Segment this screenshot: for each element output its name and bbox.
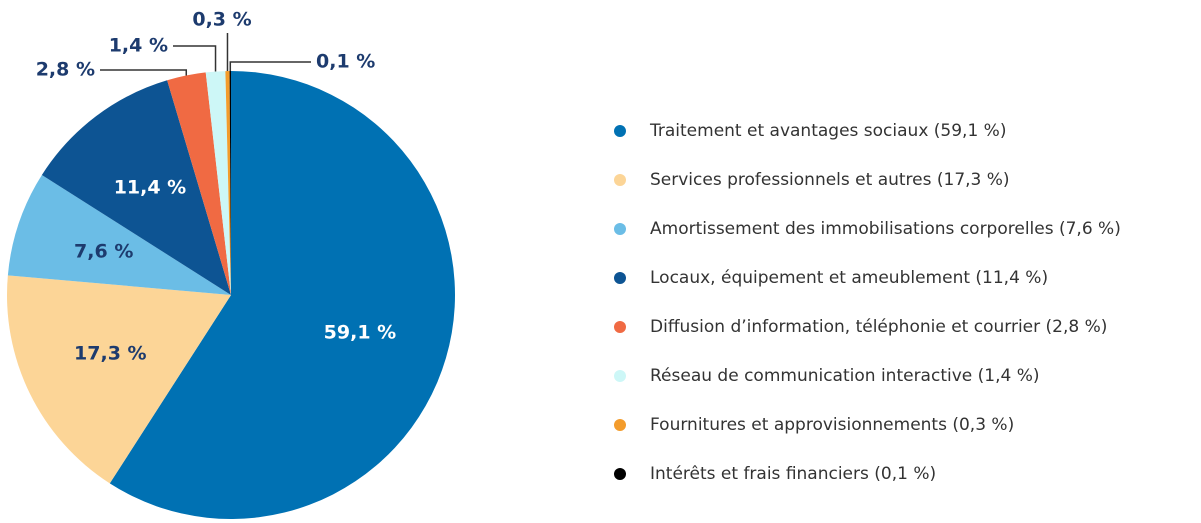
value-label: 1,4 % bbox=[109, 35, 168, 57]
pie-slice bbox=[41, 80, 231, 295]
legend-label: Locaux, équipement et ameublement (11,4 … bbox=[650, 268, 1048, 288]
pie-slice bbox=[109, 71, 455, 519]
legend-label: Réseau de communication interactive (1,4… bbox=[650, 366, 1040, 386]
legend-label: Traitement et avantages sociaux (59,1 %) bbox=[649, 121, 1006, 141]
legend-label: Diffusion d’information, téléphonie et c… bbox=[650, 317, 1107, 337]
legend-marker bbox=[614, 370, 626, 382]
leader-line bbox=[100, 69, 188, 76]
value-label: 2,8 % bbox=[36, 59, 95, 81]
pie-slice bbox=[167, 72, 231, 296]
pie-slice bbox=[225, 71, 231, 295]
legend-label: Amortissement des immobilisations corpor… bbox=[650, 219, 1121, 239]
legend-marker bbox=[614, 223, 626, 235]
legend-label: Services professionnels et autres (17,3 … bbox=[650, 170, 1010, 190]
value-label: 11,4 % bbox=[114, 176, 187, 198]
legend-marker bbox=[614, 468, 626, 480]
leader-line bbox=[229, 61, 311, 72]
legend-label: Intérêts et frais financiers (0,1 %) bbox=[650, 464, 936, 484]
legend-marker bbox=[614, 321, 626, 333]
legend-marker bbox=[614, 272, 626, 284]
legend-marker bbox=[614, 125, 626, 137]
pie-slice bbox=[6, 275, 231, 484]
value-label: 0,1 % bbox=[316, 51, 375, 73]
legend-label: Fournitures et approvisionnements (0,3 %… bbox=[650, 415, 1014, 435]
value-label: 0,3 % bbox=[192, 9, 251, 31]
legend-marker bbox=[614, 419, 626, 431]
pie-slice bbox=[7, 174, 231, 295]
value-label: 7,6 % bbox=[74, 240, 133, 262]
pie-slice bbox=[229, 71, 231, 295]
legend-marker bbox=[614, 174, 626, 186]
value-label: 59,1 % bbox=[324, 321, 397, 343]
value-label: 17,3 % bbox=[74, 343, 147, 365]
pie-slice bbox=[205, 71, 231, 295]
leader-line bbox=[173, 45, 217, 72]
